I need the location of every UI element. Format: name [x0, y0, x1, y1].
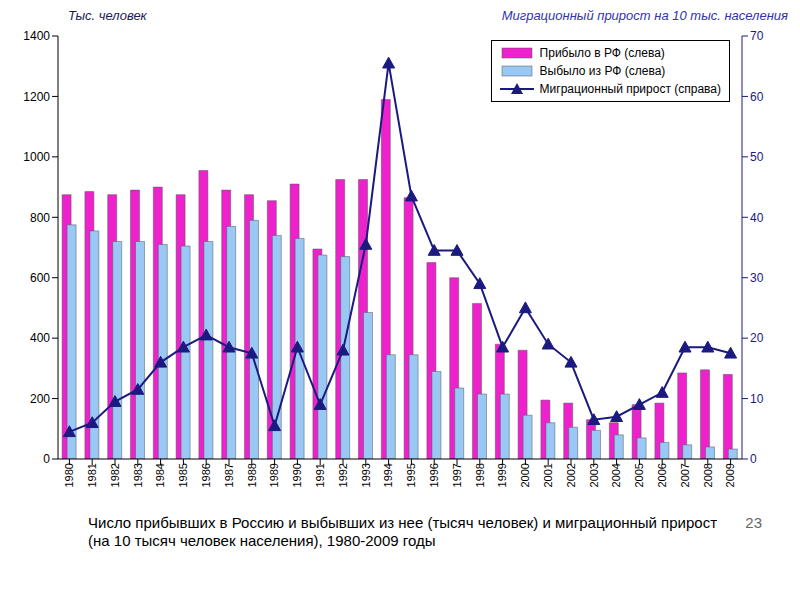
- svg-text:1994: 1994: [382, 463, 394, 487]
- svg-text:2002: 2002: [565, 463, 577, 487]
- html-text:Миграционный прирост на 10 тыс: Миграционный прирост на 10 тыс. населени…: [501, 8, 788, 23]
- svg-text:70: 70: [750, 29, 764, 43]
- svg-text:1989: 1989: [268, 463, 280, 487]
- svg-text:0: 0: [43, 452, 50, 466]
- svg-text:2003: 2003: [588, 463, 600, 487]
- svg-text:2000: 2000: [519, 463, 531, 487]
- html-text:23: 23: [745, 514, 762, 531]
- svg-text:1993: 1993: [360, 463, 372, 487]
- svg-text:600: 600: [30, 271, 50, 285]
- svg-text:1400: 1400: [23, 29, 50, 43]
- html-text:Число прибывших в Россию и выб: Число прибывших в Россию и выбывших из н…: [88, 514, 717, 549]
- svg-text:1982: 1982: [109, 463, 121, 487]
- svg-text:1997: 1997: [451, 463, 463, 487]
- svg-text:2004: 2004: [610, 463, 622, 487]
- svg-text:1998: 1998: [474, 463, 486, 487]
- svg-text:20: 20: [750, 331, 764, 345]
- svg-text:2008: 2008: [702, 463, 714, 487]
- html-text:Тыс. человек: Тыс. человек: [68, 8, 147, 23]
- svg-text:1992: 1992: [337, 463, 349, 487]
- svg-text:30: 30: [750, 271, 764, 285]
- svg-text:0: 0: [750, 452, 757, 466]
- svg-text:1981: 1981: [86, 463, 98, 487]
- svg-text:1200: 1200: [23, 90, 50, 104]
- svg-text:1987: 1987: [223, 463, 235, 487]
- svg-text:1995: 1995: [405, 463, 417, 487]
- svg-text:50: 50: [750, 150, 764, 164]
- svg-text:200: 200: [30, 392, 50, 406]
- svg-text:1988: 1988: [246, 463, 258, 487]
- svg-text:2007: 2007: [679, 463, 691, 487]
- svg-text:1996: 1996: [428, 463, 440, 487]
- svg-text:2005: 2005: [633, 463, 645, 487]
- svg-text:800: 800: [30, 211, 50, 225]
- svg-text:1999: 1999: [496, 463, 508, 487]
- html-text:Миграционный прирост (справа): Миграционный прирост (справа): [539, 82, 721, 96]
- html-text:Выбыло из РФ (слева): Выбыло из РФ (слева): [539, 64, 666, 78]
- svg-text:2009: 2009: [724, 463, 736, 487]
- svg-text:1984: 1984: [154, 463, 166, 487]
- svg-text:40: 40: [750, 211, 764, 225]
- svg-text:400: 400: [30, 331, 50, 345]
- svg-text:1991: 1991: [314, 463, 326, 487]
- svg-text:60: 60: [750, 90, 764, 104]
- svg-text:1990: 1990: [291, 463, 303, 487]
- svg-text:1980: 1980: [63, 463, 75, 487]
- svg-text:1985: 1985: [177, 463, 189, 487]
- svg-text:1000: 1000: [23, 150, 50, 164]
- svg-text:1983: 1983: [132, 463, 144, 487]
- svg-text:2001: 2001: [542, 463, 554, 487]
- svg-text:10: 10: [750, 392, 764, 406]
- svg-text:2006: 2006: [656, 463, 668, 487]
- svg-text:1986: 1986: [200, 463, 212, 487]
- html-text:Прибыло в РФ (слева): Прибыло в РФ (слева): [539, 46, 665, 60]
